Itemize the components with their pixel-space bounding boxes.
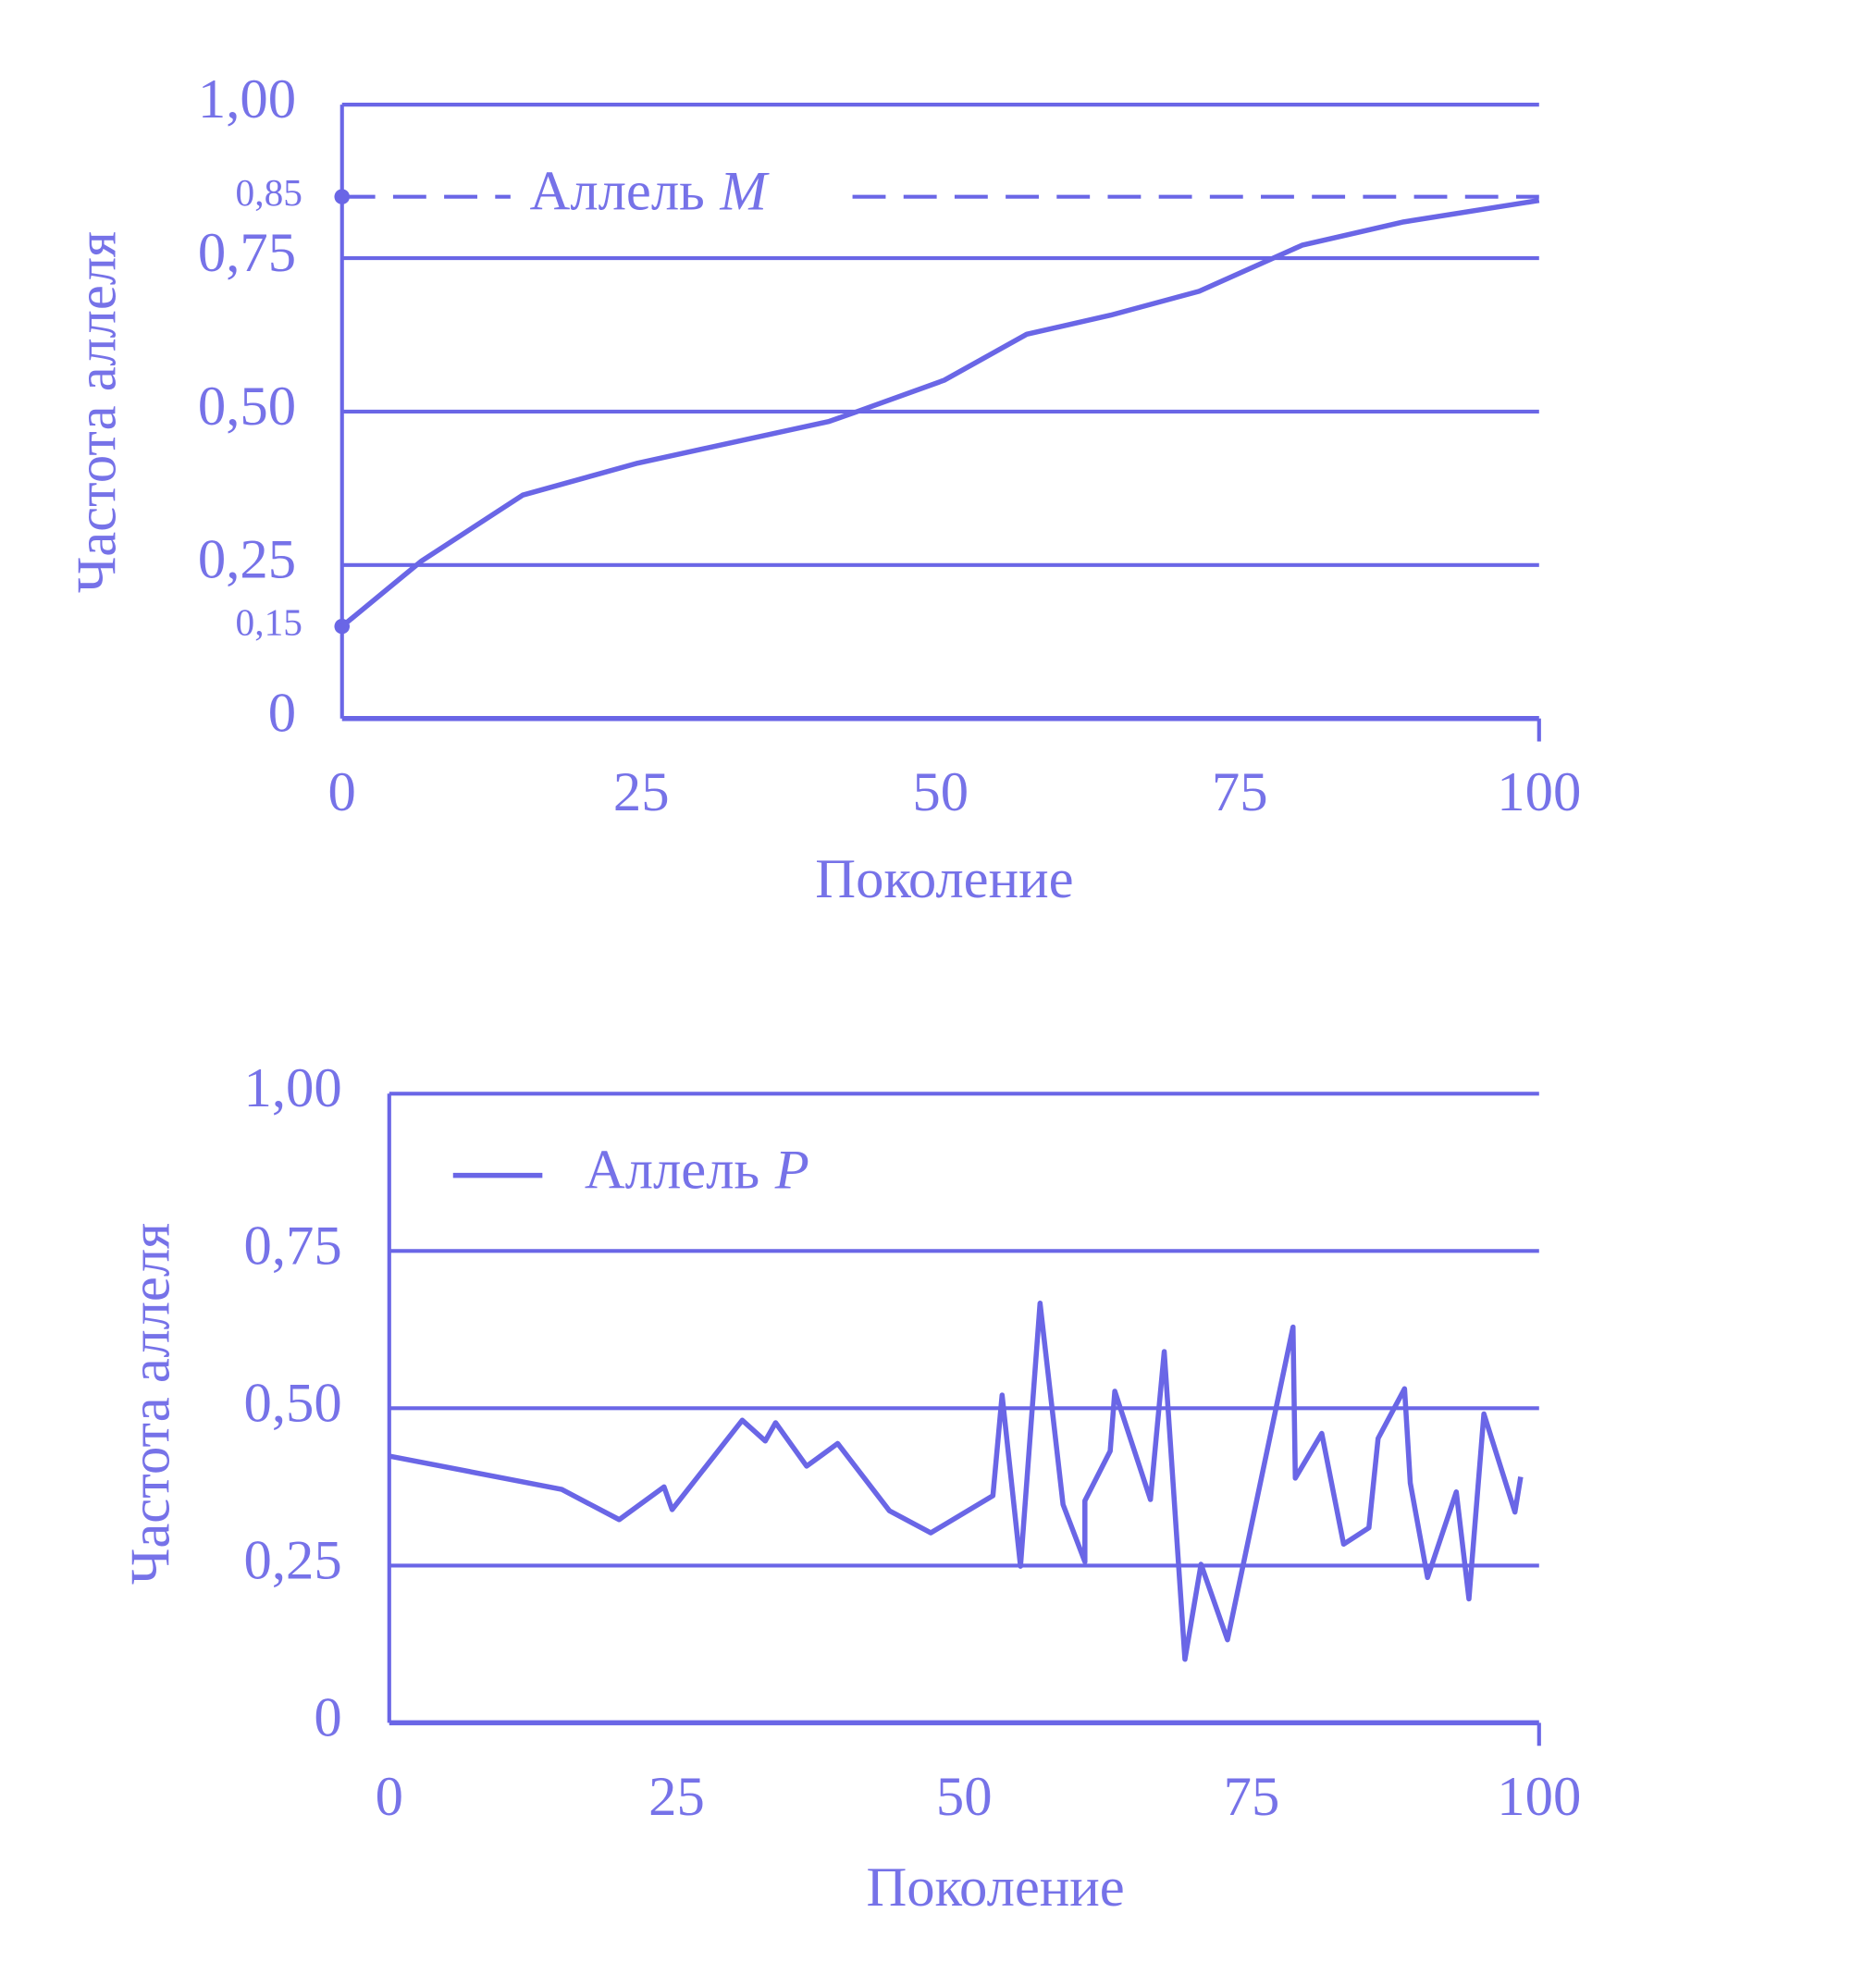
legend-symbol: P	[774, 1140, 809, 1202]
annotation: Аллель M	[530, 161, 771, 223]
x-tick-label: 0	[376, 1766, 403, 1828]
x-tick-label: 25	[648, 1766, 705, 1828]
x-axis-label: Поколение	[866, 1857, 1124, 1919]
y-tick-label: 1,00	[244, 1057, 342, 1119]
x-tick-label: 100	[1497, 761, 1581, 823]
annotation-bg	[510, 161, 849, 233]
x-tick-label: 75	[1224, 1766, 1280, 1828]
x-axis-label: Поколение	[815, 848, 1073, 910]
annotation-text: Аллель	[530, 161, 705, 223]
x-tick-label: 0	[328, 761, 356, 823]
y-tick-label: 0,75	[198, 222, 296, 284]
x-tick-label: 75	[1212, 761, 1268, 823]
y-tick-label: 0	[314, 1686, 341, 1748]
legend-label: Аллель P	[585, 1140, 809, 1202]
y-tick-label-small: 0,85	[236, 171, 302, 214]
y-axis-label: Частота аллеля	[66, 231, 128, 593]
y-tick-label-small: 0,15	[236, 601, 302, 644]
y-tick-label: 0	[268, 683, 296, 745]
x-tick-label: 50	[936, 1766, 993, 1828]
y-tick-label: 0,75	[244, 1215, 342, 1277]
data-line	[389, 1301, 1524, 1662]
y-tick-label: 1,00	[198, 68, 296, 130]
y-tick-label: 0,50	[244, 1372, 342, 1434]
y-tick-label: 0,50	[198, 376, 296, 438]
x-tick-label: 50	[912, 761, 969, 823]
x-tick-label: 25	[613, 761, 670, 823]
y-axis-label: Частота аллеля	[119, 1223, 181, 1585]
data-line	[339, 197, 1540, 629]
y-tick-label: 0,25	[244, 1529, 342, 1591]
legend-name: Аллель	[585, 1140, 759, 1202]
y-tick-label: 0,25	[198, 529, 296, 591]
annotation-symbol: M	[719, 161, 770, 223]
x-tick-label: 100	[1497, 1766, 1581, 1828]
